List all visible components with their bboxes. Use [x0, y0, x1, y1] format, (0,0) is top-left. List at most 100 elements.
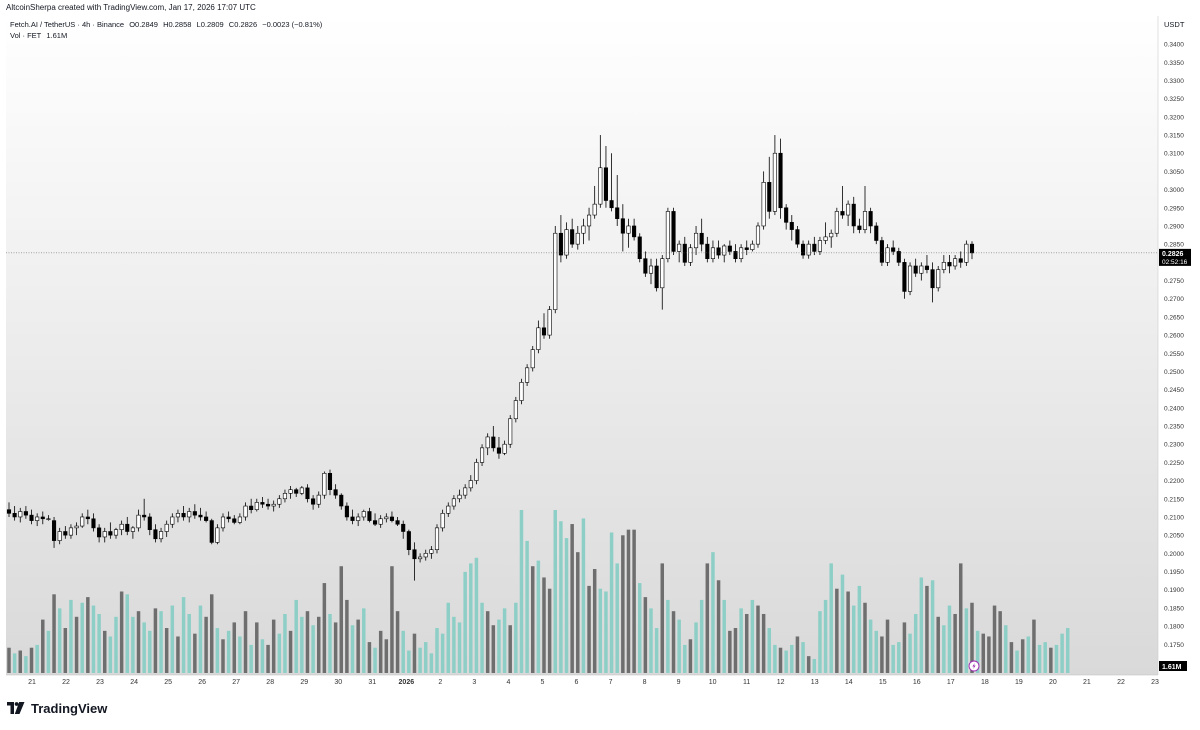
- volume-bar: [846, 591, 850, 673]
- candle: [311, 495, 316, 510]
- candle-body: [57, 531, 62, 541]
- volume-bar: [874, 630, 879, 673]
- volume-bar: [136, 611, 141, 673]
- candle: [581, 218, 586, 245]
- lightning-icon[interactable]: [968, 660, 980, 672]
- candle-body: [6, 509, 12, 514]
- candle-body: [699, 232, 704, 245]
- volume-bar: [547, 588, 552, 673]
- volume-bar: [863, 602, 867, 673]
- price-axis[interactable]: 0.3400 0.3350 0.3300 0.3250 0.3200 0.3150 0.31…: [1157, 16, 1184, 675]
- candle: [688, 244, 693, 266]
- candle: [209, 518, 214, 545]
- candle-body: [113, 529, 119, 536]
- volume-bar: [159, 611, 163, 673]
- candle-body: [694, 232, 699, 249]
- candle: [125, 516, 130, 536]
- candle: [496, 436, 501, 459]
- candle-body: [198, 514, 203, 518]
- volume-bar: [615, 563, 619, 673]
- volume-bar: [519, 510, 524, 673]
- candle-body: [249, 505, 254, 510]
- symbol-description[interactable]: Fetch.AI / TetherUS · 4h · Binance: [10, 20, 125, 29]
- candle-body: [564, 229, 569, 256]
- volume-bar: [142, 622, 146, 673]
- price-axis-currency: USDT: [1164, 20, 1185, 29]
- volume-bar: [654, 628, 659, 673]
- volume-bar: [705, 563, 710, 673]
- candle-body: [361, 511, 366, 518]
- candle: [913, 258, 918, 277]
- volume-bar: [1026, 636, 1031, 673]
- close-value: 0.2826: [234, 20, 258, 29]
- volume-bar: [1004, 625, 1008, 673]
- candle: [40, 511, 45, 525]
- volume-bar: [913, 613, 918, 673]
- candle-body: [632, 225, 637, 238]
- time-tick-label: 14: [845, 679, 853, 686]
- volume-bar: [1060, 633, 1064, 673]
- tradingview-logo-icon: [7, 702, 25, 714]
- time-tick-label: 23: [96, 679, 104, 686]
- volume-bar: [744, 613, 749, 673]
- candle-body: [327, 473, 333, 490]
- candle-body: [226, 516, 231, 520]
- volume-bar: [1043, 642, 1047, 673]
- candle: [108, 522, 113, 539]
- candle-countdown-label: 02:52:16: [1162, 259, 1188, 266]
- candle-body: [406, 531, 411, 551]
- candle: [637, 233, 642, 263]
- volume-bar: [57, 608, 62, 673]
- candle: [451, 495, 456, 510]
- candle: [333, 484, 338, 499]
- candle-body: [446, 505, 451, 514]
- time-tick-label: 6: [575, 679, 579, 686]
- candle: [361, 509, 366, 521]
- candle: [891, 240, 896, 256]
- candle-body: [660, 258, 665, 289]
- volume-legend[interactable]: Vol · FET 1.61M: [10, 31, 70, 40]
- volume-bar: [649, 608, 653, 673]
- time-tick-label: 27: [232, 679, 240, 686]
- price-tick-label: 0.2750: [1164, 278, 1184, 285]
- volume-bar: [46, 630, 51, 673]
- candle: [384, 513, 389, 523]
- candle: [175, 509, 180, 523]
- candle: [485, 433, 490, 456]
- candle: [868, 207, 873, 234]
- volume-bar: [699, 599, 704, 673]
- symbol-legend[interactable]: Fetch.AI / TetherUS · 4h · Binance O0.28…: [10, 20, 325, 29]
- volume-bar: [975, 630, 980, 673]
- volume-bar: [733, 628, 738, 673]
- close-label: C: [228, 20, 235, 29]
- candle: [789, 215, 794, 241]
- candle-body: [12, 513, 17, 518]
- candle: [52, 516, 57, 548]
- volume-bar: [525, 540, 529, 673]
- candle: [722, 244, 727, 263]
- volume-bar: [998, 611, 1002, 673]
- brand-footer[interactable]: TradingView: [7, 699, 107, 717]
- time-axis[interactable]: 21 22 23 24 25 26 27 28 29 30 31 2026 2 3 4 5 6 7 8 9 10 11 12…: [6, 674, 1159, 686]
- candle: [694, 225, 699, 256]
- close-field: C0.2826: [229, 20, 257, 29]
- candle-body: [508, 418, 513, 445]
- candle: [491, 426, 496, 452]
- price-tick-label: 0.2550: [1164, 351, 1184, 358]
- candle: [254, 498, 259, 512]
- candle-body: [164, 523, 169, 532]
- candle-body: [609, 200, 614, 209]
- volume-bar: [407, 650, 411, 673]
- volume-bar: [823, 599, 828, 673]
- candle: [615, 175, 620, 226]
- volume-bar: [418, 647, 422, 673]
- candle: [97, 524, 102, 543]
- volume-bar: [108, 636, 113, 673]
- candle-body: [142, 514, 147, 518]
- price-tick-label: 0.2450: [1164, 387, 1184, 394]
- volume-bar: [1065, 628, 1070, 673]
- candle-body: [474, 462, 479, 481]
- candle: [908, 262, 913, 296]
